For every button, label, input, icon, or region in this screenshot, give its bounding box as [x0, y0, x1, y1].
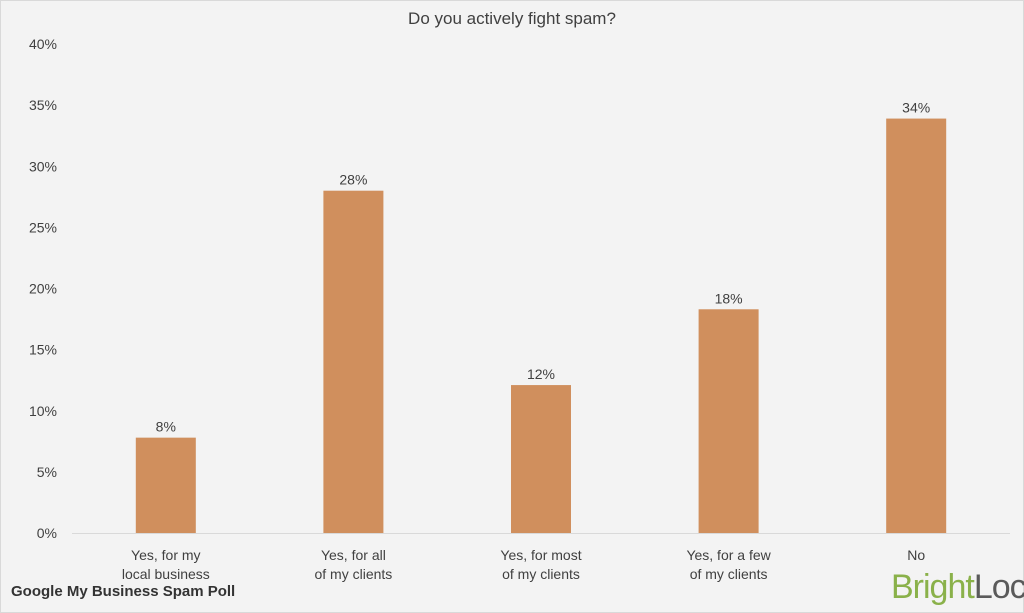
- data-label: 18%: [715, 290, 743, 306]
- category-label-line: Yes, for most: [500, 547, 581, 563]
- category-label: Yes, for my local business: [122, 547, 210, 582]
- x-axis: Yes, for my local business Yes, for all of …: [72, 533, 1010, 582]
- footer-caption: Google My Business Spam Poll: [11, 583, 236, 600]
- bar: [511, 385, 571, 533]
- data-label: 12%: [527, 366, 555, 382]
- category-label: Yes, for a few of my clients: [686, 547, 771, 582]
- category-label-line: of my clients: [690, 566, 768, 582]
- category-label-line: of my clients: [314, 566, 392, 582]
- logo-part-bright: Bright: [891, 568, 975, 606]
- y-tick-label: 10%: [29, 403, 57, 419]
- y-tick-label: 5%: [37, 464, 57, 480]
- data-label: 34%: [902, 100, 930, 116]
- y-tick-label: 35%: [29, 97, 57, 113]
- y-axis: 0% 5% 10% 15% 20% 25% 30% 35% 40%: [29, 36, 57, 541]
- chart-title: Do you actively fight spam?: [408, 9, 616, 28]
- y-tick-label: 30%: [29, 158, 57, 174]
- bars: [135, 118, 947, 533]
- category-label-line: No: [907, 547, 925, 563]
- logo-part-local: Local: [973, 568, 1024, 606]
- category-label: No: [907, 547, 925, 563]
- category-label: Yes, for all of my clients: [314, 547, 392, 582]
- bar: [323, 190, 384, 533]
- category-label-line: Yes, for a few: [686, 547, 771, 563]
- category-label-line: of my clients: [502, 566, 580, 582]
- category-label-line: Yes, for my: [131, 547, 201, 563]
- bar: [135, 437, 196, 533]
- y-tick-label: 40%: [29, 36, 57, 52]
- category-label: Yes, for most of my clients: [500, 547, 581, 582]
- brightlocal-logo: BrightLocal: [891, 567, 1024, 607]
- data-label: 28%: [339, 172, 367, 188]
- bar: [886, 118, 947, 533]
- bar: [698, 309, 759, 533]
- y-tick-label: 0%: [37, 525, 57, 541]
- data-labels: 8% 28% 12% 18% 34%: [156, 100, 931, 435]
- y-tick-label: 25%: [29, 219, 57, 235]
- data-label: 8%: [156, 419, 176, 435]
- category-label-line: local business: [122, 566, 210, 582]
- y-tick-label: 20%: [29, 281, 57, 297]
- y-tick-label: 15%: [29, 342, 57, 358]
- category-label-line: Yes, for all: [321, 547, 386, 563]
